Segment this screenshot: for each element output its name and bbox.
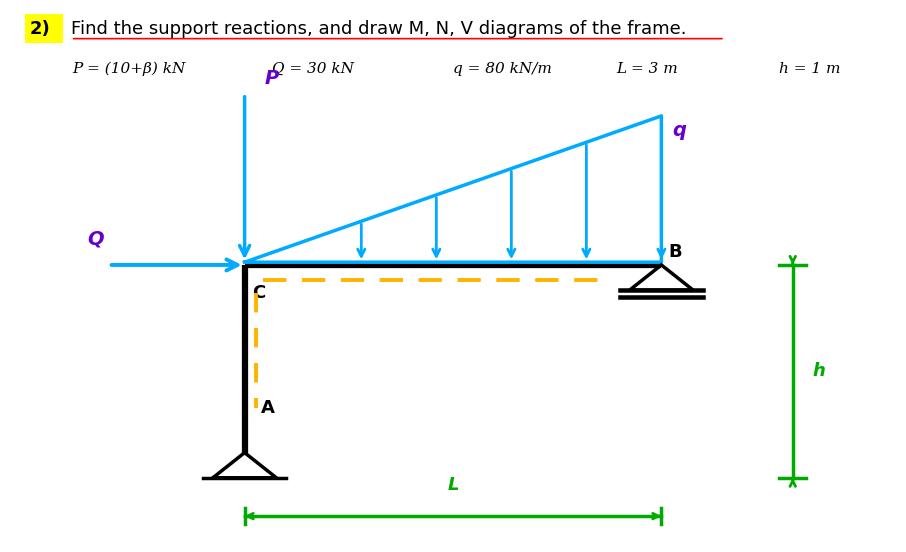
FancyBboxPatch shape [25,14,63,43]
Text: L: L [448,476,458,494]
Text: P: P [265,70,279,88]
Text: 2): 2) [30,20,51,38]
Text: Q = 30 kN: Q = 30 kN [272,62,354,76]
Text: Q: Q [88,230,104,248]
Text: P = (10+β) kN: P = (10+β) kN [72,62,186,76]
Text: B: B [669,242,682,261]
Text: A: A [261,399,275,417]
Text: h: h [813,362,825,380]
Text: C: C [252,284,265,302]
Text: Find the support reactions, and draw M, N, V diagrams of the frame.: Find the support reactions, and draw M, … [71,20,686,38]
Text: L = 3 m: L = 3 m [616,62,678,76]
Text: q: q [672,121,686,140]
Text: h = 1 m: h = 1 m [779,62,841,76]
Text: q = 80 kN/m: q = 80 kN/m [453,62,552,76]
